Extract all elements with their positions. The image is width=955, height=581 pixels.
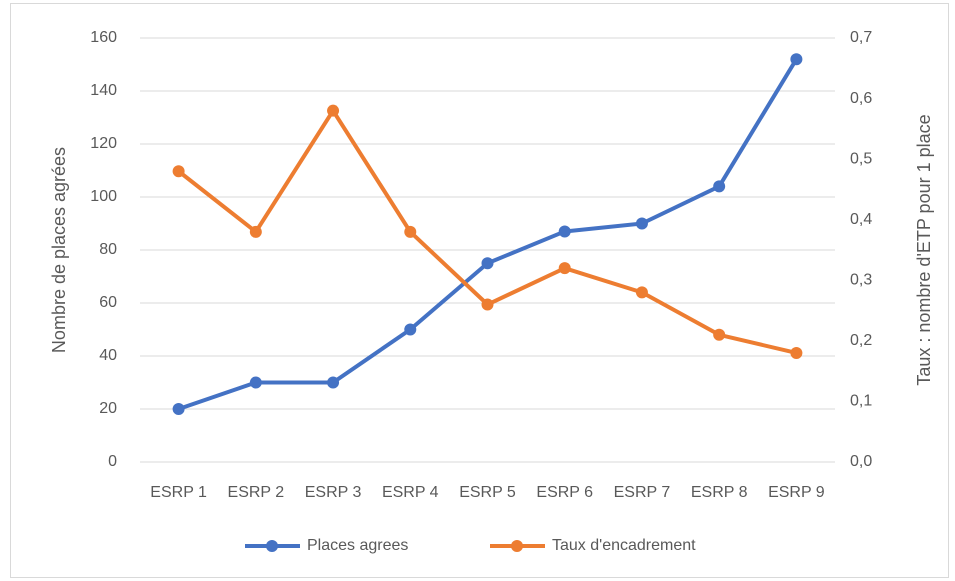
point [713, 328, 726, 341]
x-tick-label: ESRP 3 [305, 484, 362, 501]
legend-marker [511, 540, 523, 552]
x-tick-label: ESRP 9 [768, 484, 825, 501]
point [481, 257, 494, 270]
y2-tick-label: 0,7 [850, 29, 872, 46]
chart-border [10, 3, 949, 578]
x-tick-label: ESRP 2 [228, 484, 285, 501]
point [635, 217, 648, 230]
x-tick-label: ESRP 6 [536, 484, 593, 501]
legend-label: Taux d'encadrement [552, 537, 696, 554]
point [558, 225, 571, 238]
y-tick-label: 20 [99, 400, 117, 417]
point [635, 286, 648, 299]
legend-marker [266, 540, 278, 552]
point [172, 403, 185, 415]
point [327, 104, 340, 117]
y2-axis-title: Taux : nombre d'ETP pour 1 place [914, 114, 934, 385]
y2-tick-label: 0,0 [850, 453, 872, 470]
y2-tick-label: 0,4 [850, 211, 872, 228]
y-tick-label: 80 [99, 241, 117, 258]
point [790, 346, 803, 359]
y2-tick-label: 0,6 [850, 90, 872, 107]
point [327, 376, 340, 389]
point [404, 225, 417, 238]
y2-tick-label: 0,5 [850, 150, 872, 167]
y2-tick-label: 0,2 [850, 332, 872, 349]
legend-label: Places agrees [307, 537, 408, 554]
y-tick-label: 0 [108, 453, 117, 470]
point [481, 298, 494, 311]
y-tick-label: 40 [99, 347, 117, 364]
x-tick-label: ESRP 7 [614, 484, 671, 501]
point [172, 165, 185, 178]
y-tick-label: 140 [90, 82, 117, 99]
point [249, 225, 262, 238]
y-tick-label: 160 [90, 29, 117, 46]
point [713, 180, 726, 193]
point [558, 262, 571, 275]
point [404, 323, 417, 336]
x-tick-label: ESRP 8 [691, 484, 748, 501]
point [790, 53, 803, 66]
y-tick-label: 100 [90, 188, 117, 205]
y-tick-label: 60 [99, 294, 117, 311]
x-tick-label: ESRP 1 [150, 484, 207, 501]
y-tick-label: 120 [90, 135, 117, 152]
y2-tick-label: 0,1 [850, 393, 872, 410]
x-tick-label: ESRP 5 [459, 484, 516, 501]
y-axis-title: Nombre de places agrées [49, 147, 69, 353]
y2-tick-label: 0,3 [850, 272, 872, 289]
x-tick-label: ESRP 4 [382, 484, 439, 501]
point [249, 376, 262, 389]
